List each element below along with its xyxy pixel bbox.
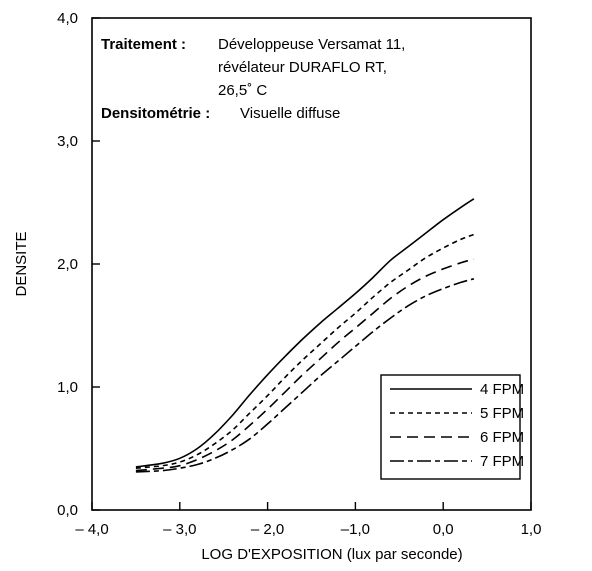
series-line-7-fpm <box>135 278 475 473</box>
annotation-line: révélateur DURAFLO RT, <box>218 59 387 76</box>
y-tick-label: 0,0 <box>57 502 78 519</box>
processing-annotation: Traitement : Développeuse Versamat 11, r… <box>101 36 405 122</box>
legend-label: 4 FPM <box>480 381 524 398</box>
x-axis-ticks: – 4,0 – 3,0 – 2,0 –1,0 0,0 1,0 <box>75 502 541 538</box>
y-tick-label: 2,0 <box>57 256 78 273</box>
legend-label: 5 FPM <box>480 405 524 422</box>
x-tick-label: –1,0 <box>341 521 370 538</box>
legend: 4 FPM 5 FPM 6 FPM 7 FPM <box>380 374 524 480</box>
x-tick-label: – 3,0 <box>163 521 196 538</box>
y-tick-label: 1,0 <box>57 379 78 396</box>
x-tick-label: 0,0 <box>433 521 454 538</box>
x-axis-label: LOG D'EXPOSITION (lux par seconde) <box>201 546 462 563</box>
x-tick-label: – 2,0 <box>251 521 284 538</box>
annotation-line: Développeuse Versamat 11, <box>218 36 405 53</box>
x-tick-label: – 4,0 <box>75 521 108 538</box>
annotation-line: Visuelle diffuse <box>240 105 340 122</box>
y-tick-label: 4,0 <box>57 10 78 27</box>
legend-label: 6 FPM <box>480 429 524 446</box>
series-lines <box>135 198 475 473</box>
legend-label: 7 FPM <box>480 453 524 470</box>
x-tick-label: 1,0 <box>521 521 542 538</box>
annotation-label-densitometrie: Densitométrie : <box>101 105 210 122</box>
y-axis-ticks: 0,0 1,0 2,0 3,0 4,0 <box>57 10 100 519</box>
series-line-6-fpm <box>135 258 475 472</box>
y-axis-label: DENSITE <box>13 231 30 296</box>
y-tick-label: 3,0 <box>57 133 78 150</box>
annotation-line: 26,5˚ C <box>218 82 267 99</box>
series-line-4-fpm <box>135 198 475 468</box>
series-line-5-fpm <box>135 233 475 469</box>
annotation-label-traitement: Traitement : <box>101 36 186 53</box>
